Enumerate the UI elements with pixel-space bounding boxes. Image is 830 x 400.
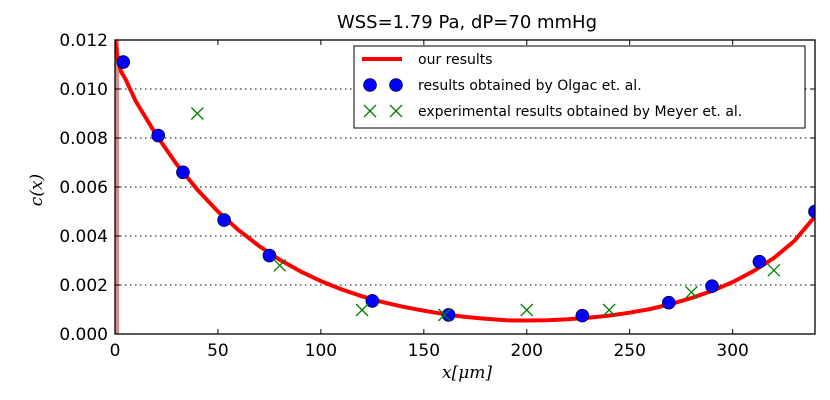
x-tick-label: 300: [716, 341, 748, 361]
legend-x-swatch: [389, 104, 403, 118]
legend-label-olgac: results obtained by Olgac et. al.: [418, 78, 642, 94]
meyer-data-point: [602, 303, 616, 317]
olgac-data-point: [217, 213, 231, 227]
olgac-data-point: [705, 279, 719, 294]
chart-title: WSS=1.79 Pa, dP=70 mmHg: [337, 12, 597, 33]
plot-area: [115, 40, 815, 323]
y-tick-label: 0.012: [59, 31, 108, 51]
x-tick-label: 250: [613, 341, 645, 361]
meyer-data-point: [767, 263, 781, 277]
legend-label-meyer: experimental results obtained by Meyer e…: [418, 104, 742, 120]
olgac-data-point: [441, 308, 456, 322]
y-tick-label: 0.008: [59, 129, 108, 149]
y-tick-label: 0.004: [59, 227, 108, 247]
x-tick-label: 0: [110, 341, 121, 361]
legend-box: [353, 45, 806, 129]
olgac-data-point: [262, 248, 277, 263]
y-tick-label: 0.000: [59, 325, 108, 345]
olgac-data-point: [575, 308, 590, 323]
meyer-data-point: [190, 107, 204, 120]
ticks: 0 50 100 150 200 250 300 0.000 0.002 0.004 0.006 0.…: [59, 31, 815, 361]
meyer-data-point: [520, 303, 534, 317]
olgac-data-point: [752, 254, 767, 269]
y-tick-label: 0.010: [59, 80, 108, 100]
meyer-data-point: [273, 258, 287, 272]
legend: our results results obtained by Olgac et…: [353, 45, 806, 129]
y-tick-label: 0.002: [59, 276, 108, 296]
olgac-data-point: [365, 294, 380, 308]
our-results-line: [115, 40, 815, 323]
x-tick-label: 200: [511, 341, 543, 361]
legend-circle-swatch: [389, 78, 403, 92]
meyer-data-point: [355, 303, 369, 317]
legend-x-swatch: [363, 104, 377, 118]
olgac-data-point: [808, 204, 815, 219]
y-tick-label: 0.006: [59, 178, 108, 198]
x-tick-label: 150: [408, 341, 440, 361]
x-tick-label: 50: [207, 341, 229, 361]
olgac-data-point: [116, 55, 131, 69]
olgac-data-point: [176, 165, 190, 180]
y-axis-label: c(x): [27, 174, 47, 206]
meyer-data-point: [437, 308, 451, 322]
olgac-data-point: [662, 295, 676, 310]
x-axis-label: x[μm]: [442, 363, 492, 383]
legend-circle-swatch: [363, 78, 377, 92]
meyer-data-point: [685, 285, 698, 299]
x-tick-label: 100: [305, 341, 337, 361]
legend-label-our-results: our results: [418, 52, 493, 68]
olgac-data-point: [151, 128, 166, 143]
